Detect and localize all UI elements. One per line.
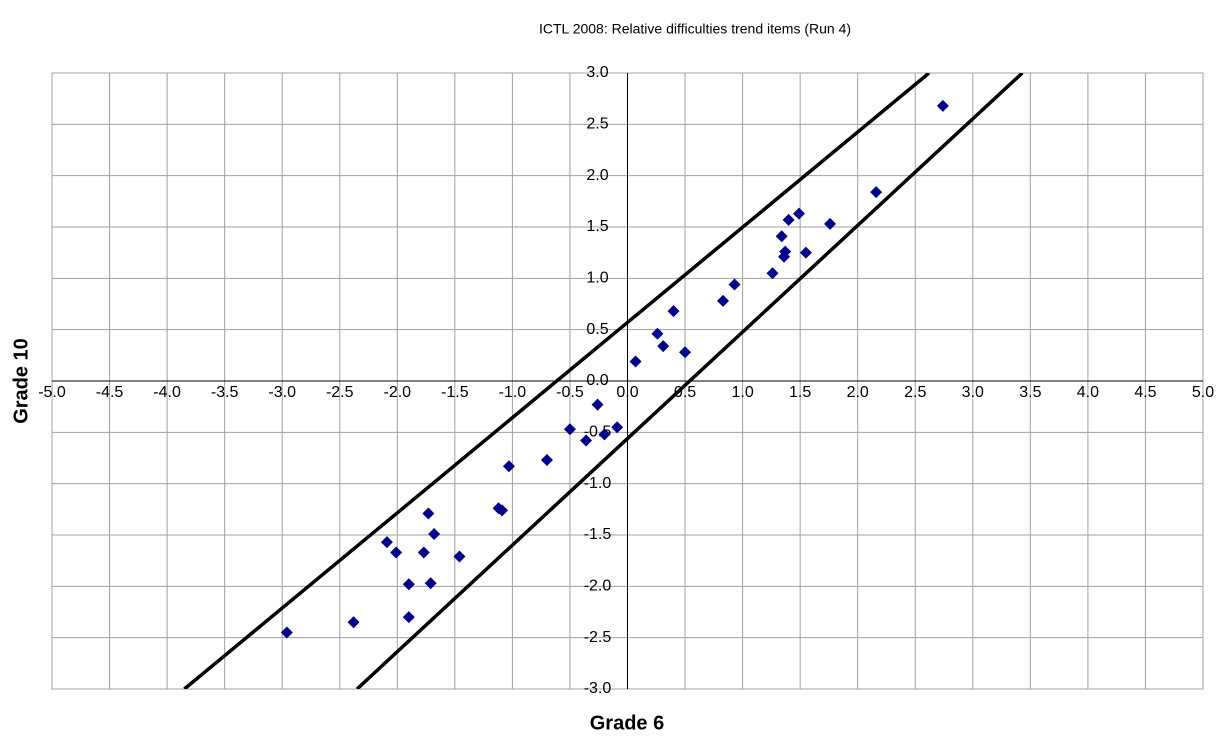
y-tick-label: 0.5: [586, 321, 608, 338]
x-tick-label: -2.5: [326, 384, 354, 401]
y-axis-label: Grade 10: [10, 338, 32, 424]
point: [380, 536, 393, 549]
x-tick-label: -5.0: [38, 384, 66, 401]
point: [598, 428, 611, 441]
point: [792, 207, 805, 220]
point: [402, 611, 415, 624]
x-tick-label: -0.5: [556, 384, 584, 401]
point: [402, 578, 415, 591]
x-tick-label: 3.5: [1019, 384, 1041, 401]
x-tick-label: 4.0: [1077, 384, 1099, 401]
x-axis-label: Grade 6: [590, 712, 664, 734]
trend-line: [355, 73, 1024, 689]
x-tick-label: 1.5: [789, 384, 811, 401]
point: [417, 546, 430, 559]
point: [651, 327, 664, 340]
point: [667, 305, 680, 318]
point: [540, 454, 553, 467]
x-tick-label: 5.0: [1192, 384, 1214, 401]
y-tick-label: 2.0: [586, 167, 608, 184]
point: [936, 99, 949, 112]
x-tick-label: 3.0: [962, 384, 984, 401]
y-tick-label: 3.0: [586, 64, 608, 81]
point: [502, 460, 515, 473]
point: [779, 245, 792, 258]
point: [870, 186, 883, 199]
point: [591, 398, 604, 411]
y-tick-label: -1.5: [584, 526, 612, 543]
point: [390, 546, 403, 559]
y-tick-label: -3.0: [584, 680, 612, 697]
point: [766, 267, 779, 280]
point: [453, 550, 466, 563]
y-tick-label: 1.5: [586, 218, 608, 235]
x-tick-label: -3.5: [211, 384, 239, 401]
y-tick-label: -2.5: [584, 629, 612, 646]
point: [728, 278, 741, 291]
y-tick-label: -1.0: [584, 475, 612, 492]
point: [492, 502, 505, 515]
x-tick-label: -4.5: [96, 384, 124, 401]
x-tick-label: -1.0: [499, 384, 527, 401]
point: [424, 577, 437, 590]
x-tick-label: -3.0: [268, 384, 296, 401]
point: [717, 294, 730, 307]
point: [428, 527, 441, 540]
point: [629, 355, 642, 368]
y-tick-label: 2.5: [586, 116, 608, 133]
point: [580, 434, 593, 447]
point: [657, 340, 670, 353]
x-tick-label: 4.5: [1134, 384, 1156, 401]
trend-line: [183, 73, 931, 689]
point: [799, 246, 812, 259]
point: [782, 213, 795, 226]
point: [280, 626, 293, 639]
x-tick-label: -1.5: [441, 384, 469, 401]
x-tick-label: 2.5: [904, 384, 926, 401]
x-tick-label: -4.0: [153, 384, 181, 401]
point: [422, 507, 435, 520]
point: [775, 230, 788, 243]
point: [679, 346, 692, 359]
x-tick-label: 2.0: [847, 384, 869, 401]
point: [824, 217, 837, 230]
y-tick-label: 1.0: [586, 270, 608, 287]
point: [347, 616, 360, 629]
y-tick-label: -2.0: [584, 578, 612, 595]
chart-title: ICTL 2008: Relative difficulties trend i…: [539, 21, 851, 37]
point: [778, 250, 791, 263]
x-tick-label: 1.0: [731, 384, 753, 401]
x-tick-label: -2.0: [384, 384, 412, 401]
point: [611, 421, 624, 434]
point: [563, 423, 576, 436]
